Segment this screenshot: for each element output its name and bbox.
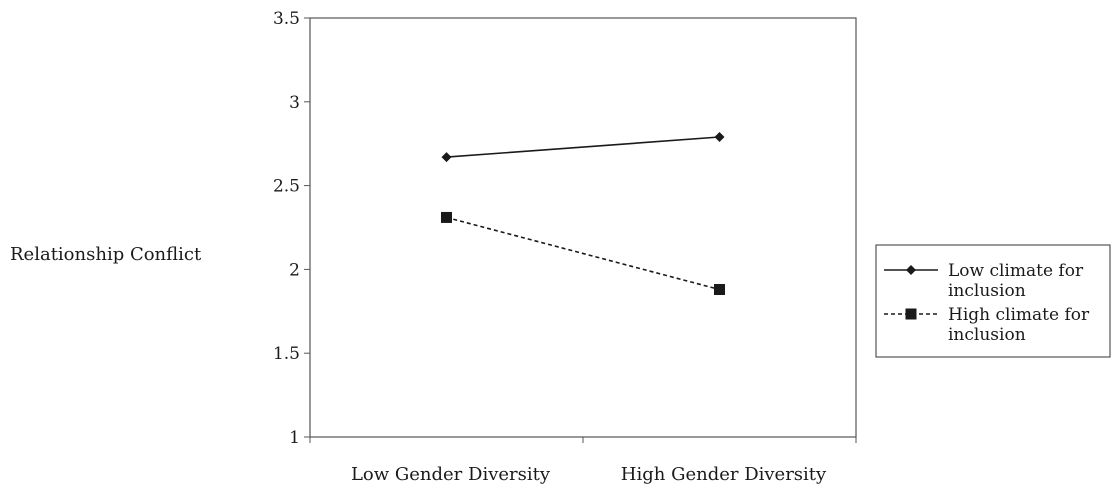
- legend-box: [875, 244, 1111, 358]
- y-tick-label: 3.5: [273, 9, 300, 29]
- series-low-climate: [441, 131, 725, 163]
- data-point-square: [714, 284, 725, 296]
- legend-marker: [906, 265, 916, 275]
- legend-label: High climate for: [948, 305, 1090, 325]
- legend-label: inclusion: [948, 325, 1026, 345]
- series-high-climate: [441, 211, 725, 296]
- x-tick-label: Low Gender Diversity: [351, 464, 551, 485]
- series-line: [446, 216, 720, 291]
- x-tick-label: High Gender Diversity: [621, 464, 827, 485]
- data-point-square: [441, 211, 452, 223]
- y-tick-label: 1: [289, 428, 300, 448]
- y-axis-label: Relationship Conflict: [10, 244, 202, 265]
- series-line: [446, 136, 720, 158]
- y-tick-label: 1.5: [273, 344, 300, 364]
- plot-area: [309, 17, 857, 438]
- y-tick-label: 2.5: [273, 177, 300, 197]
- legend-marker: [905, 308, 917, 320]
- y-tick-label: 2: [289, 260, 300, 280]
- x-axis: Low Gender Diversity High Gender Diversit…: [309, 437, 857, 485]
- y-tick-label: 3: [289, 93, 300, 113]
- data-point-diamond: [441, 152, 452, 163]
- data-point-diamond: [714, 131, 725, 142]
- series-layer: [441, 131, 725, 296]
- y-axis: 1 1.5 2 2.5 3 3.5: [273, 9, 310, 448]
- legend-label: inclusion: [948, 281, 1026, 301]
- legend-label: Low climate for: [948, 261, 1084, 281]
